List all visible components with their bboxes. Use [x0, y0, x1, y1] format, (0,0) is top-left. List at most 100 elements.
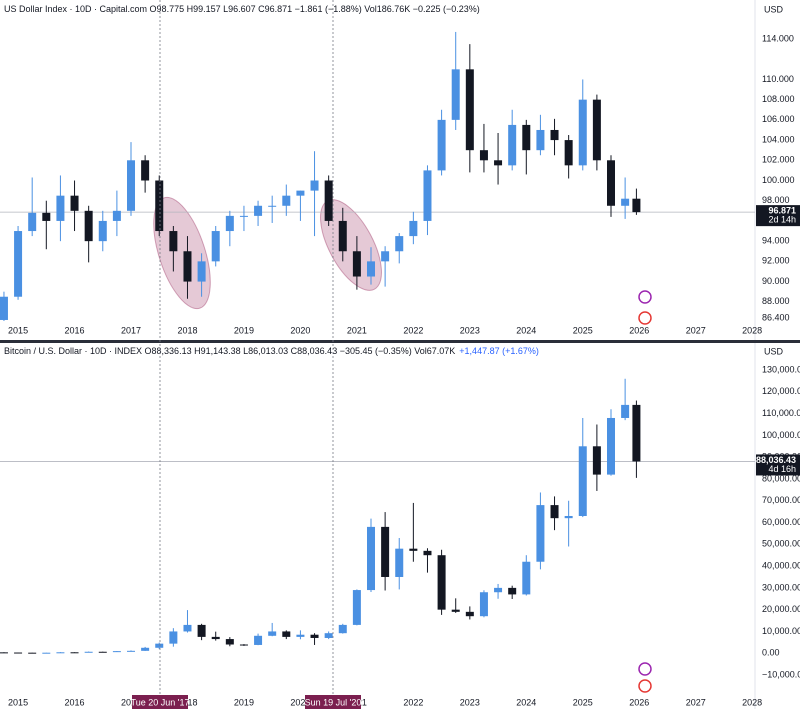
y-tick-label: 110.000	[762, 74, 794, 84]
candle-body	[42, 652, 51, 654]
last-price-label: 88,036.43	[756, 455, 796, 465]
candle-body	[239, 215, 248, 217]
x-tick-label: 2021	[347, 325, 367, 335]
candle-body	[536, 129, 545, 151]
candle-body	[564, 140, 573, 166]
candle-body	[127, 650, 136, 652]
candle-body	[254, 635, 263, 645]
x-tick-label: 2024	[516, 325, 536, 335]
y-tick-label: 100,000.00	[762, 430, 800, 440]
candle-body	[465, 69, 474, 151]
candle-body	[282, 631, 291, 637]
x-tick-label: 2016	[65, 697, 85, 707]
candle-body	[183, 251, 192, 282]
x-tick-label: 2022	[403, 325, 423, 335]
x-tick-label: 2026	[629, 325, 649, 335]
y-tick-label: 70,000.00	[762, 495, 800, 505]
x-tick-label: 2028	[742, 325, 762, 335]
event-icon[interactable]	[638, 662, 652, 676]
candle-body	[508, 124, 517, 166]
candle-body	[423, 550, 432, 556]
candle-body	[621, 198, 630, 206]
candle-body	[197, 624, 206, 637]
x-tick-label: 2023	[460, 697, 480, 707]
candle-body	[352, 251, 361, 277]
candle-body	[56, 195, 65, 221]
candle-body	[211, 636, 220, 640]
x-tick-label: 2025	[573, 697, 593, 707]
candle-body	[42, 212, 51, 221]
y-tick-label: 30,000.00	[762, 582, 800, 592]
candle-body	[536, 505, 545, 562]
y-tick-label: 130,000.00	[762, 364, 800, 374]
currency-label: USD	[764, 4, 784, 14]
candle-body	[225, 639, 234, 645]
candle-body	[14, 231, 23, 297]
candle-body	[381, 526, 390, 577]
candle-body	[338, 220, 347, 252]
y-tick-label: 50,000.00	[762, 539, 800, 549]
x-tick-label: 2015	[8, 325, 28, 335]
x-tick-label: 2028	[742, 697, 762, 707]
x-tick-label: 2016	[65, 325, 85, 335]
y-tick-label: 92.000	[762, 256, 790, 266]
candle-body	[268, 631, 277, 636]
candle-body	[239, 644, 248, 646]
candle-body	[437, 119, 446, 171]
x-tick-label: 2026	[629, 697, 649, 707]
candle-body	[550, 505, 559, 519]
candle-body	[112, 651, 121, 653]
chart-legend: US Dollar Index · 10D · Capital.com O98.…	[4, 4, 480, 14]
candle-body	[98, 651, 107, 653]
candle-body	[56, 652, 65, 654]
candle-body	[423, 170, 432, 221]
candle-body	[352, 590, 361, 625]
y-tick-label: 20,000.00	[762, 604, 800, 614]
candle-body	[409, 220, 418, 237]
candle-body	[254, 205, 263, 216]
candle-body	[169, 631, 178, 644]
candle-body	[632, 404, 641, 462]
candle-body	[522, 124, 531, 151]
candle-body	[112, 210, 121, 221]
last-price-tag	[756, 454, 800, 476]
candle-body	[225, 215, 234, 232]
y-tick-label: 88.000	[762, 296, 790, 306]
event-icon[interactable]	[638, 679, 652, 693]
y-tick-label: 120,000.00	[762, 386, 800, 396]
event-icon[interactable]	[638, 290, 652, 304]
event-icon[interactable]	[638, 311, 652, 325]
date-marker-label: Sun 19 Jul '20	[305, 697, 362, 707]
x-tick-label: 2017	[121, 325, 141, 335]
candle-body	[564, 515, 573, 519]
y-tick-label: 40,000.00	[762, 560, 800, 570]
candle-body	[632, 198, 641, 213]
candle-body	[479, 592, 488, 617]
countdown-label: 2d 14h	[768, 215, 796, 225]
candle-body	[183, 624, 192, 632]
x-tick-label: 2027	[686, 325, 706, 335]
candle-body	[550, 129, 559, 141]
candle-body	[508, 587, 517, 595]
countdown-label: 4d 16h	[768, 464, 796, 474]
y-tick-label: 98.000	[762, 195, 790, 205]
y-tick-label: 102.000	[762, 155, 795, 165]
candle-body	[437, 555, 446, 610]
candle-body	[338, 624, 347, 634]
candle-body	[465, 611, 474, 617]
candle-body	[0, 296, 8, 320]
candle-body	[451, 69, 460, 120]
y-tick-label: 10,000.00	[762, 626, 800, 636]
date-marker-label: Tue 20 Jun '17	[131, 697, 190, 707]
y-tick-label: −10,000.00	[762, 669, 800, 679]
event-icons[interactable]	[638, 290, 652, 693]
y-tick-label: 60,000.00	[762, 517, 800, 527]
y-tick-label: 100.000	[762, 175, 795, 185]
x-tick-label: 2019	[234, 325, 254, 335]
candle-body	[494, 160, 503, 166]
y-tick-label: 114.000	[762, 33, 794, 43]
candle-body	[0, 652, 8, 654]
y-tick-label: 110,000.00	[762, 408, 800, 418]
